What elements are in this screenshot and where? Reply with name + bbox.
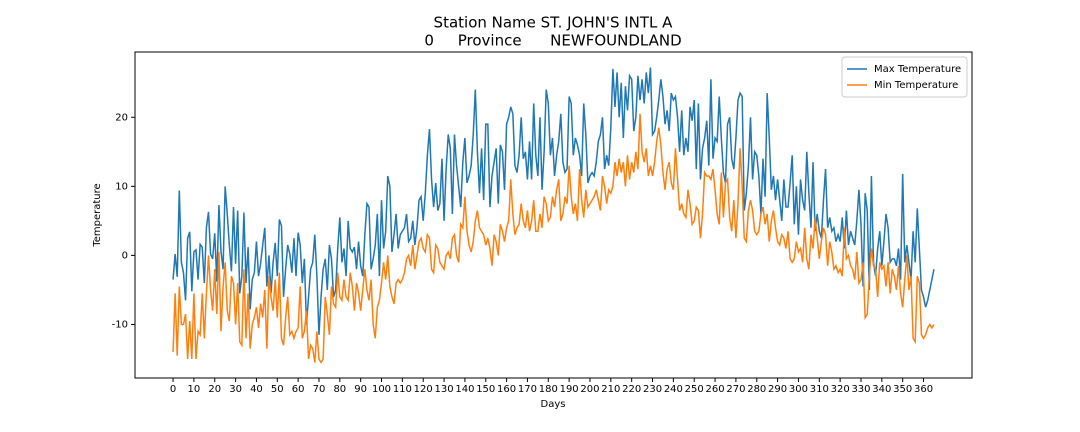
x-tick-label: 40 [250,384,263,395]
legend-label: Max Temperature [874,64,961,75]
x-tick-label: 300 [789,384,808,395]
x-tick-label: 160 [497,384,516,395]
y-tick-label: -10 [112,319,128,330]
x-tick-label: 200 [580,384,599,395]
x-axis-label: Days [541,399,566,410]
x-tick-label: 320 [831,384,850,395]
series-line [172,113,935,364]
legend-label: Min Temperature [874,80,958,91]
x-tick-label: 330 [851,384,870,395]
chart-title: Station Name ST. JOHN'S INTL A [434,14,674,32]
x-tick-label: 360 [914,384,933,395]
x-tick-label: 150 [476,384,495,395]
x-tick-label: 110 [393,384,412,395]
x-tick-label: 340 [872,384,891,395]
x-tick-label: 120 [414,384,433,395]
x-tick-label: 170 [518,384,537,395]
x-tick-label: 350 [893,384,912,395]
x-tick-label: 270 [726,384,745,395]
x-tick-label: 50 [271,384,284,395]
chart-title: 0 Province NEWFOUNDLAND [424,32,681,50]
x-tick-label: 230 [643,384,662,395]
y-tick-label: 10 [115,181,128,192]
x-tick-label: 90 [354,384,367,395]
x-tick-label: 310 [810,384,829,395]
x-tick-label: 70 [313,384,326,395]
x-tick-label: 30 [229,384,242,395]
x-tick-label: 60 [292,384,305,395]
x-tick-label: 140 [455,384,474,395]
x-tick-label: 130 [435,384,454,395]
x-tick-label: 260 [706,384,725,395]
x-tick-label: 80 [333,384,346,395]
x-tick-label: 280 [747,384,766,395]
x-tick-label: 10 [188,384,201,395]
plot-frame [134,51,973,379]
series-line [172,67,935,335]
x-tick-label: 290 [768,384,787,395]
x-tick-label: 250 [685,384,704,395]
x-tick-label: 190 [560,384,579,395]
y-tick-label: 20 [115,112,128,123]
y-tick-label: 0 [122,250,128,261]
x-tick-label: 210 [601,384,620,395]
x-tick-label: 20 [208,384,221,395]
x-tick-label: 100 [372,384,391,395]
x-tick-label: 0 [170,384,176,395]
x-tick-label: 240 [664,384,683,395]
x-tick-label: 180 [539,384,558,395]
x-tick-label: 220 [622,384,641,395]
legend-box [841,56,968,98]
y-axis-label: Temperature [92,183,103,247]
